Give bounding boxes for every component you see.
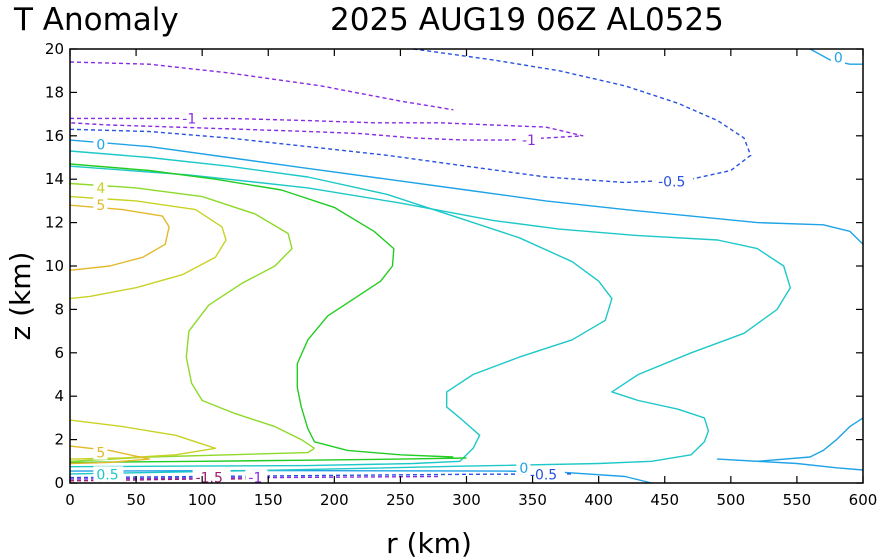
x-tick-label-12: 600: [849, 491, 878, 509]
contour-line-19: [69, 473, 573, 479]
contour-label-2: -1: [522, 133, 536, 149]
contour-label-9: 0: [519, 461, 528, 477]
contour-label-7: 5: [96, 446, 105, 462]
y-tick-label-9: 18: [45, 83, 64, 101]
contour-line-5: [716, 417, 864, 471]
x-tick-label-6: 300: [452, 491, 481, 509]
y-tick-label-10: 20: [45, 40, 64, 58]
x-tick-label-1: 50: [127, 491, 146, 509]
y-tick-label-2: 4: [54, 387, 64, 405]
contour-line-13: [69, 195, 227, 300]
y-tick-label-3: 6: [54, 344, 64, 362]
y-tick-label-1: 2: [54, 431, 64, 449]
y-tick-label-5: 10: [45, 257, 64, 275]
x-axis-ticks: 0 50 100 150 200 250 300 350 400 450 500 550 600: [65, 49, 877, 509]
contour-label-11: -1: [248, 471, 262, 487]
y-tick-label-0: 0: [54, 474, 64, 492]
contour-line-14: [69, 419, 217, 460]
contour-line-1: [69, 117, 584, 141]
contour-line-7: [69, 150, 613, 468]
x-tick-label-10: 500: [717, 491, 746, 509]
contour-label-bg-4: [655, 173, 694, 189]
y-axis-ticks: 0 2 4 6 8 10 12 14 16 18 20: [45, 40, 863, 492]
x-tick-label-8: 400: [584, 491, 613, 509]
x-axis-label: r (km): [386, 527, 472, 559]
x-tick-label-3: 150: [254, 491, 283, 509]
contour-label-bg-0: [830, 49, 845, 65]
x-tick-label-5: 250: [386, 491, 415, 509]
contour-label-bg-6: [93, 197, 108, 213]
y-axis-label: z (km): [4, 252, 37, 341]
contour-label-6: 5: [96, 198, 105, 214]
x-tick-label-9: 450: [650, 491, 679, 509]
x-tick-label-4: 200: [320, 491, 349, 509]
contour-label-5: 4: [96, 181, 105, 197]
contour-line-11: [69, 182, 315, 449]
contour-label-10: -1.5: [196, 471, 223, 487]
contour-label-bg-3: [93, 136, 108, 152]
contour-line-3: [69, 139, 864, 245]
contour-label-12: 0.5: [96, 467, 118, 483]
y-tick-label-6: 12: [45, 214, 64, 232]
contour-label-4: -0.5: [658, 174, 685, 190]
title-right: 2025 AUG19 06Z AL0525: [330, 2, 724, 38]
contour-label-1: -1: [182, 111, 196, 127]
contour-label-bg-2: [519, 132, 541, 148]
contour-label-bg-8: [526, 466, 565, 482]
contour-line-17: [69, 478, 269, 482]
contour-label-bg-7: [93, 444, 108, 460]
x-tick-label-7: 350: [518, 491, 547, 509]
y-tick-label-8: 16: [45, 127, 64, 145]
y-tick-label-4: 8: [54, 300, 64, 318]
chart-title: T Anomaly 2025 AUG19 06Z AL0525: [13, 2, 724, 38]
y-tick-label-7: 14: [45, 170, 64, 188]
x-tick-label-11: 550: [783, 491, 812, 509]
contour-line-10: [69, 457, 467, 464]
contour-line-8: [69, 165, 791, 475]
contour-label-0: 0: [834, 51, 843, 67]
contour-line-15: [69, 204, 170, 271]
contour-label-8: -0.5: [530, 467, 557, 483]
contour-label-bg-12: [93, 466, 124, 482]
title-left: T Anomaly: [13, 2, 179, 38]
contour-label-bg-5: [93, 179, 108, 195]
contour-label-bg-9: [516, 459, 531, 475]
x-tick-label-2: 100: [188, 491, 217, 509]
contour-label-bg-1: [179, 110, 202, 126]
contour-label-bg-11: [245, 469, 268, 485]
contour-line-0: [69, 61, 454, 111]
contour-line-9: [69, 163, 454, 458]
contour-label-3: 0: [96, 138, 105, 154]
x-tick-label-0: 0: [65, 491, 75, 509]
contour-line-2: [69, 48, 752, 184]
